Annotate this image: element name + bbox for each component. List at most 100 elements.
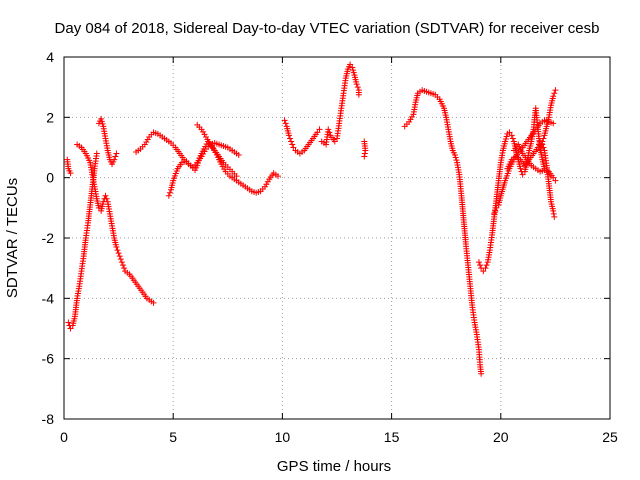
data-point <box>316 126 323 133</box>
data-point <box>263 181 270 188</box>
data-point <box>198 126 205 133</box>
y-tick-label: 0 <box>46 170 54 186</box>
data-point <box>551 90 558 97</box>
data-point <box>552 87 559 94</box>
data-point <box>502 135 509 142</box>
data-point <box>502 138 509 145</box>
data-point <box>117 256 124 263</box>
data-point <box>406 118 413 125</box>
chart-title: Day 084 of 2018, Sidereal Day-to-day VTE… <box>55 20 600 37</box>
data-point <box>194 162 201 169</box>
data-point <box>539 138 546 145</box>
data-point <box>508 132 515 139</box>
data-point <box>114 247 121 254</box>
data-point <box>118 259 125 266</box>
data-point <box>200 128 207 135</box>
data-point <box>65 319 72 326</box>
data-point <box>264 178 271 185</box>
data-point <box>349 64 356 71</box>
data-point <box>314 129 321 136</box>
data-point <box>103 195 110 202</box>
data-point <box>355 91 362 98</box>
data-points <box>64 61 559 377</box>
data-point <box>143 138 150 145</box>
data-point <box>350 69 357 76</box>
data-point <box>550 207 557 214</box>
data-point <box>99 120 106 127</box>
data-point <box>350 67 357 74</box>
data-point <box>165 192 172 199</box>
data-point <box>195 157 202 164</box>
data-point <box>221 166 228 173</box>
y-tick-label: -2 <box>42 230 55 246</box>
data-point <box>482 265 489 272</box>
data-point <box>540 135 547 142</box>
data-point <box>325 126 332 133</box>
data-point <box>261 183 268 190</box>
data-point <box>452 154 459 161</box>
data-point <box>361 150 368 157</box>
data-point <box>477 262 484 269</box>
data-point <box>475 259 482 266</box>
data-point <box>204 136 211 143</box>
data-point <box>202 143 209 150</box>
data-point <box>354 84 361 91</box>
x-tick-label: 0 <box>60 429 68 445</box>
data-point <box>290 144 297 151</box>
data-point <box>289 141 296 148</box>
grid <box>64 57 610 419</box>
data-point <box>205 138 212 145</box>
data-point <box>483 262 490 269</box>
data-point <box>111 156 118 163</box>
data-point <box>119 262 126 269</box>
data-point <box>201 131 208 138</box>
x-tick-label: 10 <box>275 429 291 445</box>
data-point <box>550 210 557 217</box>
data-point <box>115 250 122 257</box>
data-point <box>93 150 100 157</box>
data-point <box>116 253 123 260</box>
y-tick-label: 2 <box>46 109 54 125</box>
data-point <box>112 153 119 160</box>
y-tick-label: 4 <box>46 49 54 65</box>
data-point <box>331 138 338 145</box>
x-tick-label: 5 <box>169 429 177 445</box>
data-point <box>275 173 282 180</box>
y-tick-label: -8 <box>42 411 55 427</box>
data-point <box>194 160 201 167</box>
data-point <box>517 165 524 172</box>
data-point <box>144 136 151 143</box>
x-axis-label: GPS time / hours <box>277 458 391 475</box>
x-tick-label: 25 <box>602 429 618 445</box>
data-point <box>347 61 354 68</box>
data-point <box>326 129 333 136</box>
data-point <box>550 174 557 181</box>
data-point <box>288 138 295 145</box>
data-point <box>512 154 519 161</box>
data-point <box>478 370 485 377</box>
data-point <box>98 118 105 125</box>
x-tick-label: 20 <box>493 429 509 445</box>
data-point <box>493 204 500 211</box>
y-tick-label: -6 <box>42 351 55 367</box>
data-point <box>285 132 292 139</box>
data-point <box>519 171 526 178</box>
data-point <box>166 189 173 196</box>
data-point <box>150 299 157 306</box>
data-point <box>503 133 510 140</box>
data-point <box>200 146 207 153</box>
data-point <box>407 116 414 123</box>
data-point <box>209 144 216 151</box>
x-tick-label: 15 <box>384 429 400 445</box>
data-point <box>67 325 74 332</box>
data-point <box>551 213 558 220</box>
data-point <box>552 177 559 184</box>
data-point <box>361 153 368 160</box>
data-point <box>492 207 499 214</box>
data-point <box>550 93 557 100</box>
data-point <box>506 129 513 136</box>
data-point <box>102 192 109 199</box>
data-point <box>282 120 289 127</box>
data-point <box>451 152 458 159</box>
